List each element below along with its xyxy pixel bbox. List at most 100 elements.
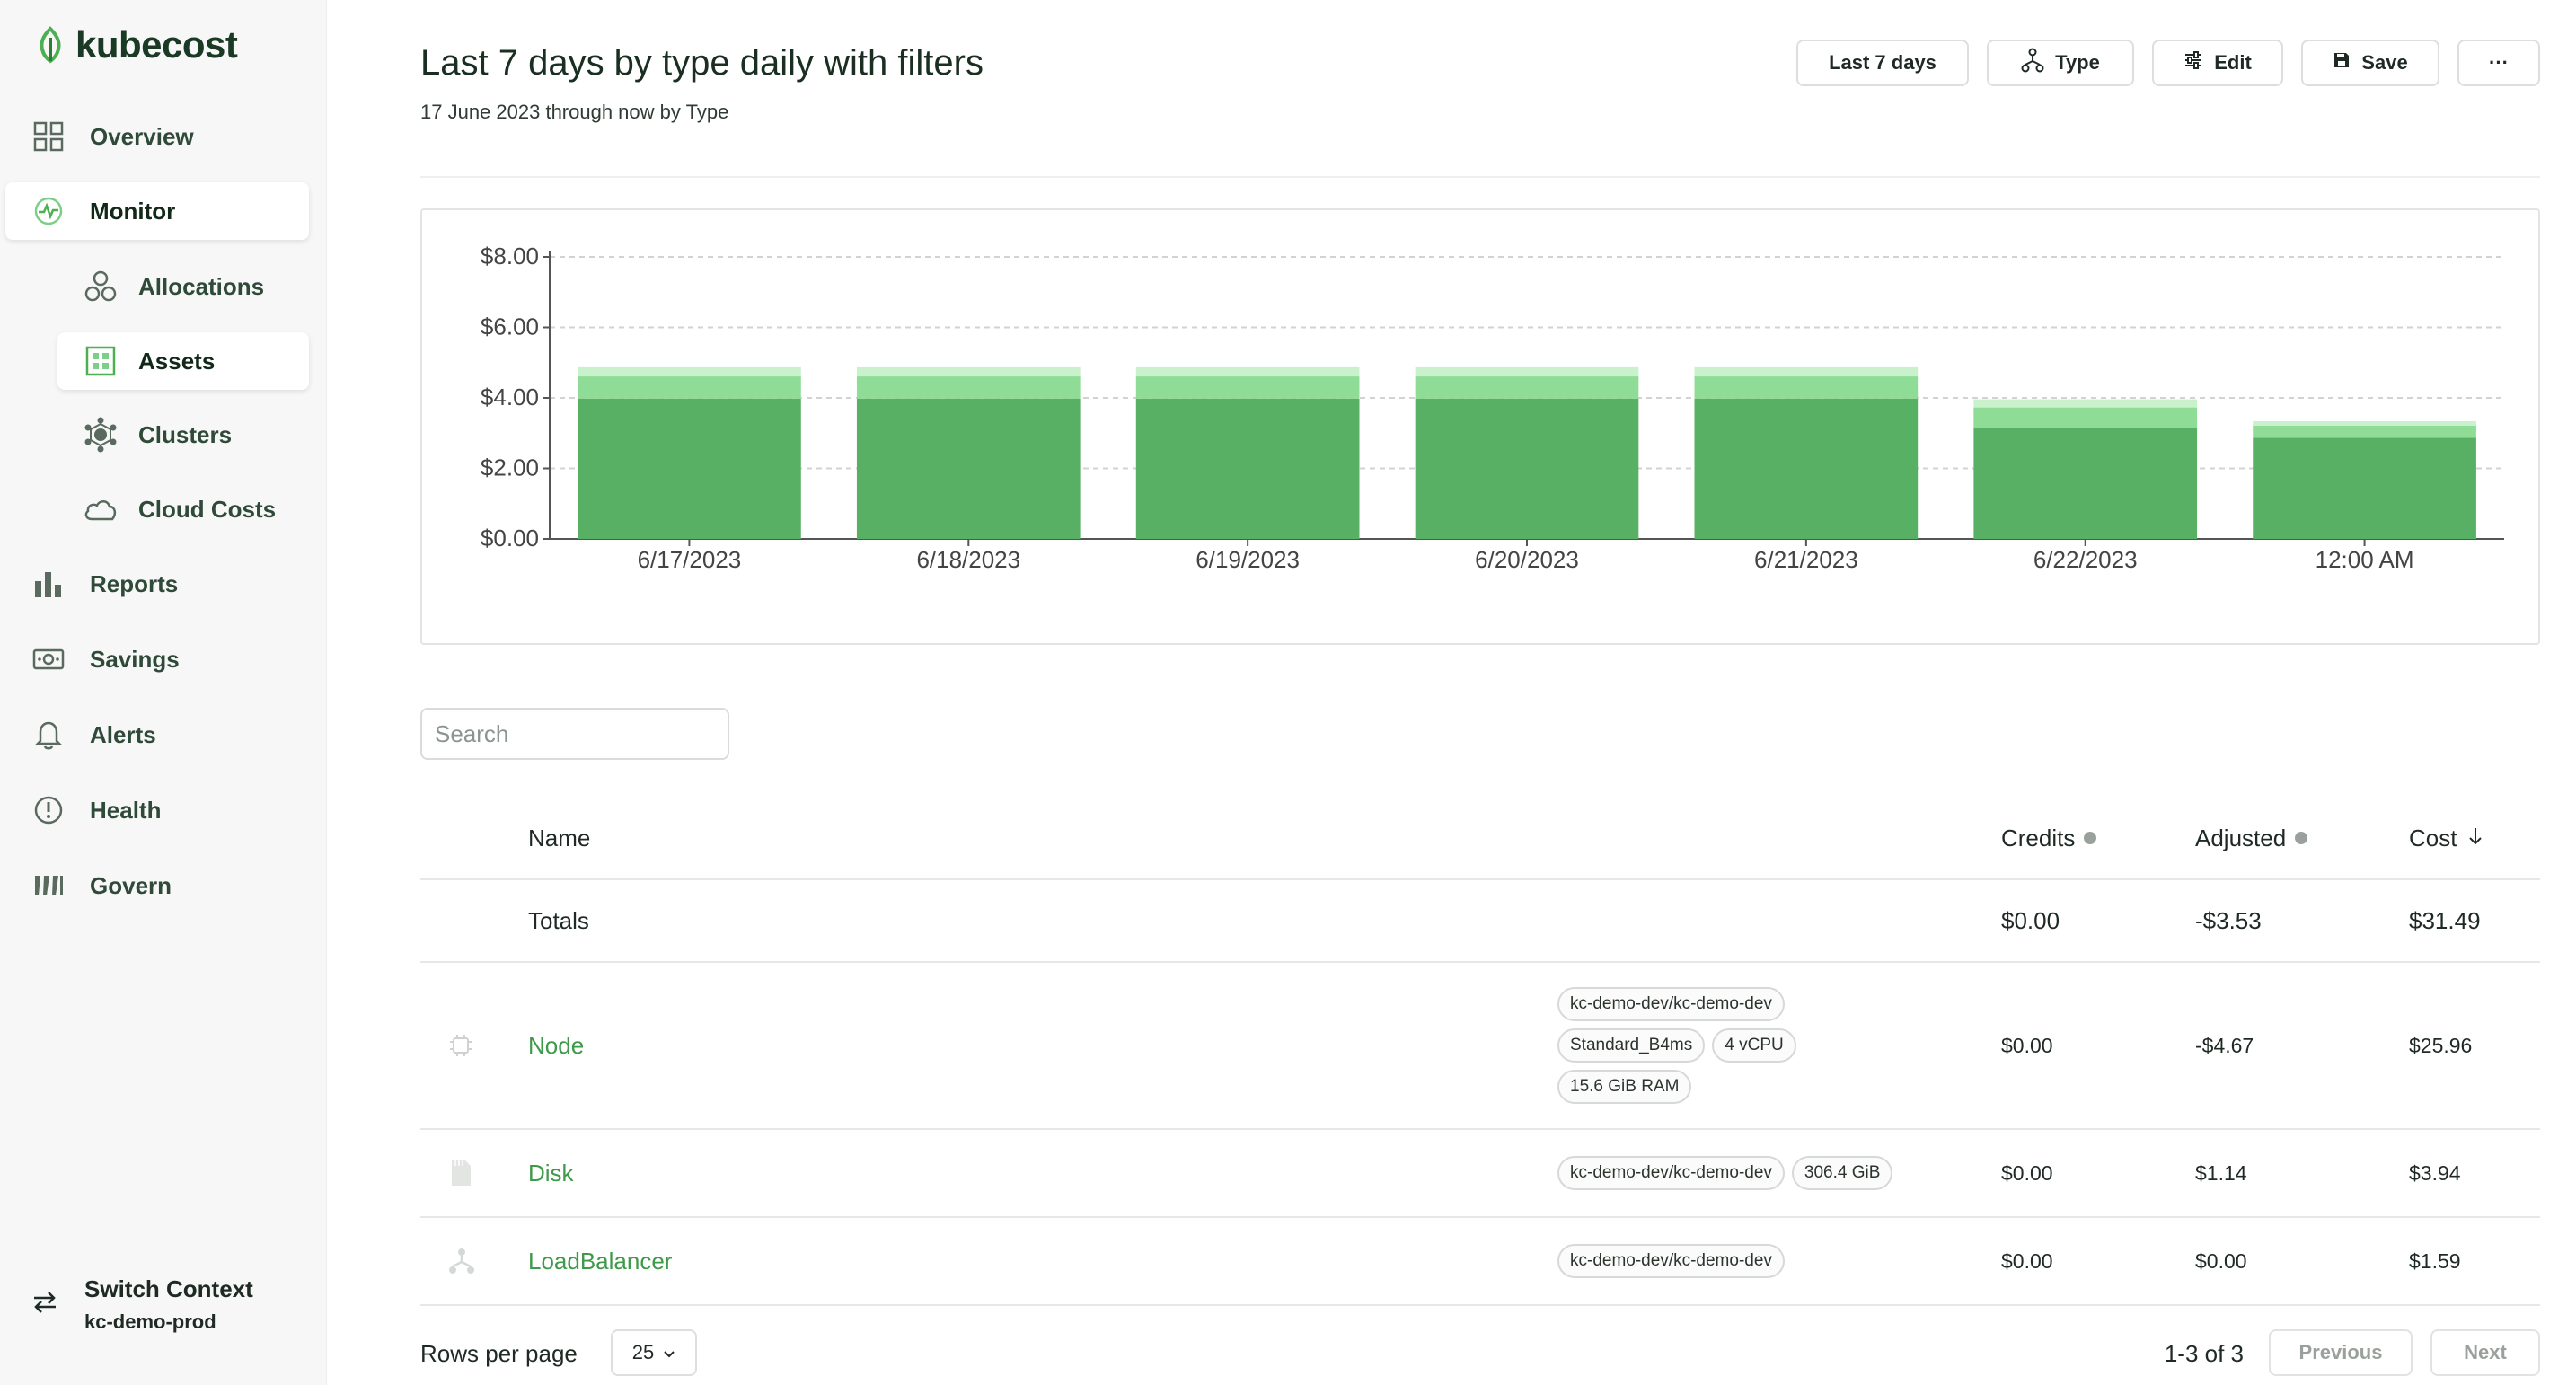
edit-label: Edit <box>2214 51 2252 74</box>
main-content: Last 7 days by type daily with filters 1… <box>420 0 2540 1385</box>
bar-segment <box>1415 376 1639 399</box>
edit-button[interactable]: Edit <box>2152 40 2283 86</box>
cost-bar-chart: $0.00 $2.00 $4.00 $6.00 $8.00 6/17/2023 6/18/2… <box>481 243 2504 573</box>
x-tick-label: 6/18/2023 <box>916 546 1020 573</box>
y-tick-label: $2.00 <box>481 454 539 481</box>
sidebar-item-govern[interactable]: Govern <box>31 857 309 914</box>
asset-name-link[interactable]: LoadBalancer <box>528 1247 673 1275</box>
bell-icon <box>31 717 66 753</box>
x-tick-label: 6/21/2023 <box>1754 546 1858 573</box>
floppy-disk-icon <box>2333 51 2351 75</box>
swap-arrows-icon <box>31 1290 59 1319</box>
search-input[interactable] <box>420 708 729 760</box>
bar-segment <box>1135 366 1360 377</box>
kubecost-logo-icon <box>40 26 61 64</box>
credits-value: $0.00 <box>2001 1160 2053 1185</box>
sidebar-item-alerts[interactable]: Alerts <box>31 706 309 763</box>
totals-label: Totals <box>528 906 589 934</box>
sidebar-item-label: Allocations <box>138 272 265 300</box>
table-row[interactable]: Disk kc-demo-dev/kc-demo-dev 306.4 GiB $0… <box>420 1130 2540 1218</box>
column-header-adjusted[interactable]: Adjusted <box>2195 824 2287 851</box>
x-tick-label: 6/22/2023 <box>2033 546 2138 573</box>
label-chip: kc-demo-dev/kc-demo-dev <box>1557 987 1785 1021</box>
asset-labels: kc-demo-dev/kc-demo-dev 306.4 GiB <box>1557 1130 1893 1216</box>
aggregate-type-button[interactable]: Type <box>1987 40 2134 86</box>
sidebar-item-reports[interactable]: Reports <box>31 555 309 613</box>
asset-name-link[interactable]: Node <box>528 1031 585 1059</box>
table-row[interactable]: Node kc-demo-dev/kc-demo-dev Standard_B4… <box>420 963 2540 1130</box>
column-header-credits[interactable]: Credits <box>2001 824 2076 851</box>
info-icon[interactable] <box>2084 832 2097 844</box>
next-page-button[interactable]: Next <box>2430 1329 2540 1376</box>
info-icon[interactable] <box>2295 832 2308 844</box>
chevron-down-icon <box>663 1341 675 1364</box>
switch-context-label: Switch Context <box>84 1275 253 1302</box>
sidebar-item-assets[interactable]: Assets <box>57 332 309 390</box>
date-range-button[interactable]: Last 7 days <box>1796 40 1969 86</box>
assets-table: Name Credits Adjusted Cost Totals $0.00 … <box>420 798 2540 1306</box>
label-chip: 306.4 GiB <box>1791 1156 1893 1190</box>
label-chip: 15.6 GiB RAM <box>1557 1070 1692 1104</box>
aggregate-icon <box>2021 48 2044 78</box>
save-button[interactable]: Save <box>2301 40 2439 86</box>
asset-name-link[interactable]: Disk <box>528 1159 574 1187</box>
sidebar-item-clusters[interactable]: Clusters <box>83 406 309 463</box>
sidebar-item-label: Savings <box>90 645 180 673</box>
date-range-label: Last 7 days <box>1829 51 1936 74</box>
bar-segment <box>1135 398 1360 539</box>
bar-segment <box>2253 426 2476 438</box>
sidebar-item-label: Alerts <box>90 720 156 748</box>
switch-context[interactable]: Switch Context kc-demo-prod <box>31 1275 253 1334</box>
more-options-button[interactable]: ··· <box>2457 40 2540 86</box>
toolbar: Last 7 days Type Edit Save ··· <box>1796 40 2540 86</box>
previous-label: Previous <box>2298 1341 2383 1363</box>
y-tick-label: $6.00 <box>481 313 539 340</box>
label-chip: kc-demo-dev/kc-demo-dev <box>1557 1156 1785 1190</box>
x-tick-label: 6/20/2023 <box>1475 546 1579 573</box>
save-label: Save <box>2361 51 2408 74</box>
bar-segment <box>578 366 801 377</box>
bar-segment <box>1973 407 2198 428</box>
sidebar-item-savings[interactable]: Savings <box>31 631 309 688</box>
page-subtitle: 17 June 2023 through now by Type <box>420 101 729 123</box>
bar-segment <box>856 398 1081 539</box>
adjusted-value: $1.14 <box>2195 1160 2247 1185</box>
asset-labels: kc-demo-dev/kc-demo-dev Standard_B4ms 4 v… <box>1557 963 1796 1128</box>
cost-value: $25.96 <box>2409 1033 2473 1057</box>
bar-segment <box>856 376 1081 399</box>
previous-page-button[interactable]: Previous <box>2269 1329 2413 1376</box>
bar-segment <box>1415 366 1639 377</box>
sidebar-item-allocations[interactable]: Allocations <box>83 258 309 315</box>
cost-chart: $0.00 $2.00 $4.00 $6.00 $8.00 6/17/2023 6/18/2… <box>420 208 2540 645</box>
y-tick-label: $4.00 <box>481 384 539 410</box>
clusters-icon <box>83 417 119 453</box>
column-header-name[interactable]: Name <box>528 824 591 851</box>
sidebar-item-health[interactable]: Health <box>31 781 309 839</box>
allocations-icon <box>83 269 119 304</box>
govern-icon <box>31 868 66 904</box>
sidebar-item-label: Overview <box>90 122 194 150</box>
totals-adjusted: -$3.53 <box>2195 906 2262 934</box>
cost-value: $3.94 <box>2409 1160 2461 1185</box>
alert-circle-icon <box>31 792 66 828</box>
sort-down-arrow-icon[interactable] <box>2467 825 2483 852</box>
sidebar-item-label: Assets <box>138 347 216 375</box>
bar-segment <box>2253 420 2476 427</box>
page-range: 1-3 of 3 <box>2164 1340 2244 1367</box>
bar-segment <box>1694 366 1919 377</box>
bar-segment <box>1415 398 1639 539</box>
sidebar-item-overview[interactable]: Overview <box>31 108 309 165</box>
bar-segment <box>1973 428 2198 539</box>
sidebar-item-label: Monitor <box>90 197 176 225</box>
totals-credits: $0.00 <box>2001 906 2060 934</box>
rows-per-page-label: Rows per page <box>420 1340 578 1367</box>
column-header-cost[interactable]: Cost <box>2409 824 2457 851</box>
type-label: Type <box>2055 51 2100 74</box>
rows-per-page-select[interactable]: 25 <box>611 1329 697 1376</box>
sidebar-item-monitor[interactable]: Monitor <box>5 182 309 240</box>
kubecost-logo[interactable]: kubecost <box>34 23 238 66</box>
bar-segment <box>2253 437 2476 539</box>
sidebar-item-cloud-costs[interactable]: Cloud Costs <box>83 481 309 538</box>
table-row[interactable]: LoadBalancer kc-demo-dev/kc-demo-dev $0.… <box>420 1218 2540 1306</box>
x-tick-label: 6/19/2023 <box>1195 546 1300 573</box>
